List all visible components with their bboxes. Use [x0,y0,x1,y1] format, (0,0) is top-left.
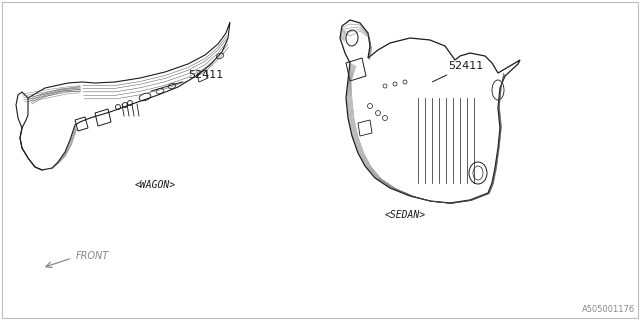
Text: 52411: 52411 [433,61,483,82]
Text: <SEDAN>: <SEDAN> [385,210,426,220]
Text: A505001176: A505001176 [582,305,635,314]
Text: <WAGON>: <WAGON> [134,180,175,190]
Text: FRONT: FRONT [76,251,109,261]
Text: 52411: 52411 [150,70,223,91]
